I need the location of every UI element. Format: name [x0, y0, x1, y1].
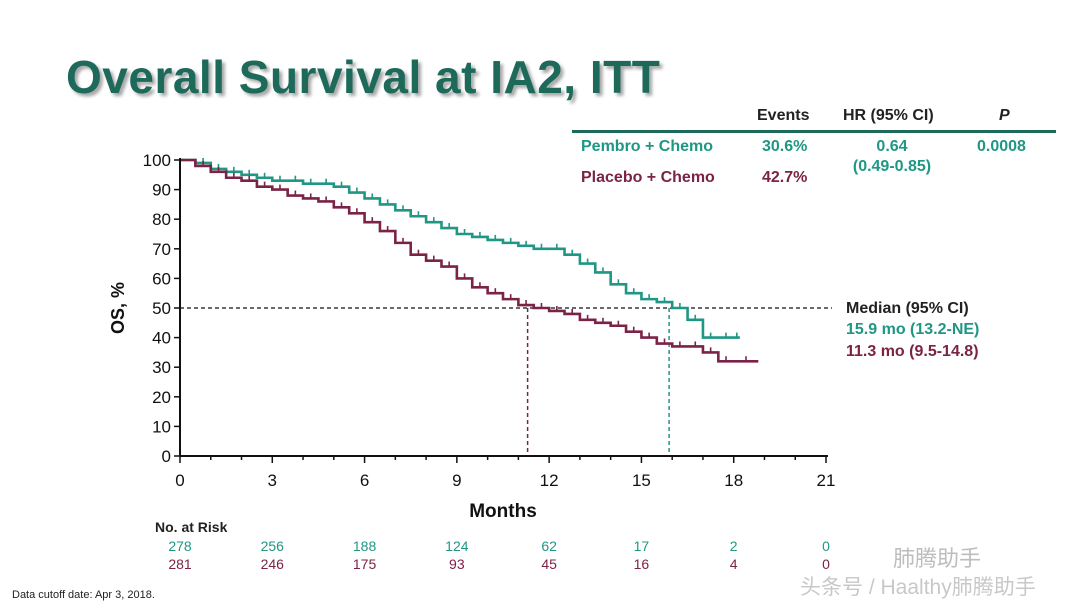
risk-count-placebo: 4: [729, 556, 738, 572]
median-header: Median (95% CI): [846, 300, 969, 317]
median-pembro: 15.9 mo (13.2-NE): [846, 321, 980, 338]
y-tick-label: 100: [143, 151, 171, 170]
risk-count-pembro: 62: [541, 538, 557, 554]
watermark-name: 肺腾助手: [893, 546, 982, 571]
hr-value: 0.64: [876, 138, 908, 155]
risk-count-placebo: 0: [822, 556, 830, 572]
table-rule: [572, 130, 1056, 133]
slide-title: Overall Survival at IA2, ITT: [66, 51, 661, 103]
x-tick-label: 15: [632, 471, 651, 490]
y-tick-label: 70: [152, 240, 171, 259]
y-axis-label: OS, %: [108, 282, 128, 334]
y-tick-label: 60: [152, 269, 171, 288]
x-axis-label: Months: [469, 501, 537, 522]
placebo-arm-label: Placebo + Chemo: [581, 169, 715, 186]
y-tick-label: 90: [152, 181, 171, 200]
x-tick-label: 21: [817, 471, 836, 490]
risk-header: No. at Risk: [155, 519, 228, 535]
risk-count-pembro: 124: [445, 538, 469, 554]
p-value: 0.0008: [977, 138, 1026, 155]
y-tick-label: 50: [152, 299, 171, 318]
risk-count-pembro: 256: [260, 538, 284, 554]
median-placebo: 11.3 mo (9.5-14.8): [846, 343, 979, 360]
y-tick-label: 10: [152, 417, 171, 436]
x-tick-label: 9: [452, 471, 461, 490]
events-header: Events: [757, 107, 810, 124]
pembro-survival-curve: [180, 158, 740, 339]
risk-count-pembro: 0: [822, 538, 830, 554]
pembro-events: 30.6%: [762, 138, 808, 155]
risk-count-pembro: 278: [168, 538, 192, 554]
placebo-survival-curve: [180, 158, 759, 363]
x-tick-label: 3: [268, 471, 277, 490]
x-tick-label: 6: [360, 471, 369, 490]
placebo-events: 42.7%: [762, 169, 808, 186]
x-tick-label: 18: [724, 471, 743, 490]
risk-count-pembro: 2: [729, 538, 738, 554]
hr-ci: (0.49-0.85): [852, 158, 932, 175]
watermark-source: 头条号 / Haalthy肺腾助手: [800, 576, 1036, 599]
y-tick-label: 20: [152, 388, 171, 407]
x-tick-label: 0: [175, 471, 184, 490]
y-tick-label: 30: [152, 358, 171, 377]
y-tick-label: 0: [162, 447, 171, 466]
risk-count-placebo: 93: [449, 556, 465, 572]
x-tick-label: 12: [540, 471, 559, 490]
hr-header: HR (95% CI): [843, 107, 934, 124]
risk-count-placebo: 45: [541, 556, 557, 572]
y-tick-label: 40: [152, 329, 171, 348]
risk-count-pembro: 17: [633, 538, 650, 554]
pembro-arm-label: Pembro + Chemo: [581, 138, 714, 155]
p-header: P: [999, 107, 1010, 124]
risk-count-pembro: 188: [352, 538, 377, 554]
risk-count-placebo: 281: [168, 556, 192, 572]
risk-count-placebo: 16: [633, 556, 650, 572]
risk-count-placebo: 246: [260, 556, 284, 572]
risk-count-placebo: 175: [352, 556, 377, 572]
data-cutoff-note: Data cutoff date: Apr 3, 2018.: [12, 589, 155, 601]
y-tick-label: 80: [152, 210, 171, 229]
